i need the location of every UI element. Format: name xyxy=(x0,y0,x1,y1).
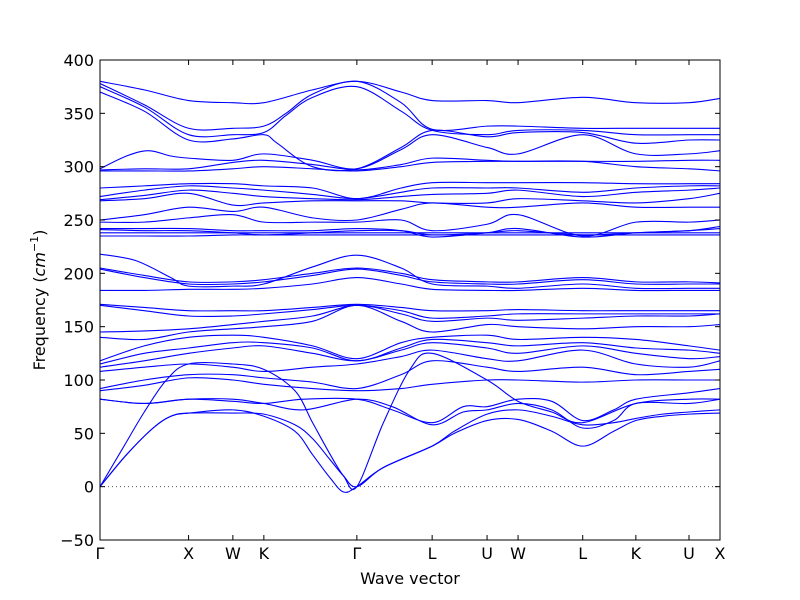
x-tick-label-0: Γ xyxy=(96,544,105,563)
band-11 xyxy=(100,334,720,362)
x-tick-label-10: U xyxy=(683,544,695,563)
band-16 xyxy=(100,277,720,292)
band-18 xyxy=(100,267,720,284)
band-13 xyxy=(100,304,720,333)
y-axis-unit: cm xyxy=(30,252,49,276)
band-27 xyxy=(100,187,720,201)
band-33 xyxy=(100,91,720,172)
x-axis-label: Wave vector xyxy=(360,569,460,588)
x-tick-label-9: K xyxy=(631,544,642,563)
x-tick-label-4: Γ xyxy=(352,544,361,563)
x-tick-label-11: X xyxy=(715,544,726,563)
plot-frame xyxy=(99,59,721,541)
y-tick-label-0: −50 xyxy=(60,531,94,550)
band-28 xyxy=(100,185,720,200)
band-15 xyxy=(100,303,720,312)
y-axis-label: Frequency (cm−1) xyxy=(28,230,49,371)
band-14 xyxy=(100,304,720,319)
y-tick-label-4: 150 xyxy=(63,318,94,337)
band-12 xyxy=(100,304,720,341)
x-tick-label-7: W xyxy=(510,544,526,563)
plot-background xyxy=(100,60,720,540)
band-9 xyxy=(100,342,720,368)
band-6 xyxy=(100,377,720,392)
band-34 xyxy=(100,85,720,138)
band-35 xyxy=(100,80,720,132)
band-4 xyxy=(100,387,720,424)
x-tick-label-1: X xyxy=(183,544,194,563)
band-2 xyxy=(100,409,720,493)
band-5 xyxy=(100,398,720,429)
y-axis-label-text: Frequency xyxy=(30,288,49,371)
band-24 xyxy=(100,213,720,237)
band-10 xyxy=(100,338,720,365)
y-tick-label-6: 250 xyxy=(63,211,94,230)
band-19 xyxy=(100,253,720,290)
x-tick-label-2: W xyxy=(225,544,241,563)
y-axis-unit-exponent: −1 xyxy=(28,236,41,252)
band-26 xyxy=(100,192,720,207)
y-tick-label-1: 0 xyxy=(84,478,94,497)
y-tick-label-3: 100 xyxy=(63,371,94,390)
band-8 xyxy=(100,349,720,373)
band-36 xyxy=(100,80,720,105)
band-31 xyxy=(100,157,720,171)
band-25 xyxy=(100,202,720,222)
x-tick-label-6: U xyxy=(481,544,493,563)
y-tick-label-8: 350 xyxy=(63,104,94,123)
y-axis-ticks: −50 0 50 100 150 200 250 300 350 400 xyxy=(60,51,720,550)
y-tick-label-2: 50 xyxy=(74,424,94,443)
x-tick-label-5: L xyxy=(428,544,437,563)
band-30 xyxy=(100,160,720,172)
band-7 xyxy=(100,360,720,390)
band-23 xyxy=(100,225,720,238)
band-17 xyxy=(100,268,720,286)
frequency-bands xyxy=(100,80,720,493)
y-tick-label-9: 400 xyxy=(63,51,94,70)
x-tick-label-8: L xyxy=(578,544,587,563)
y-tick-label-5: 200 xyxy=(63,264,94,283)
x-tick-label-3: K xyxy=(259,544,270,563)
band-29 xyxy=(100,181,720,200)
y-tick-label-7: 300 xyxy=(63,158,94,177)
